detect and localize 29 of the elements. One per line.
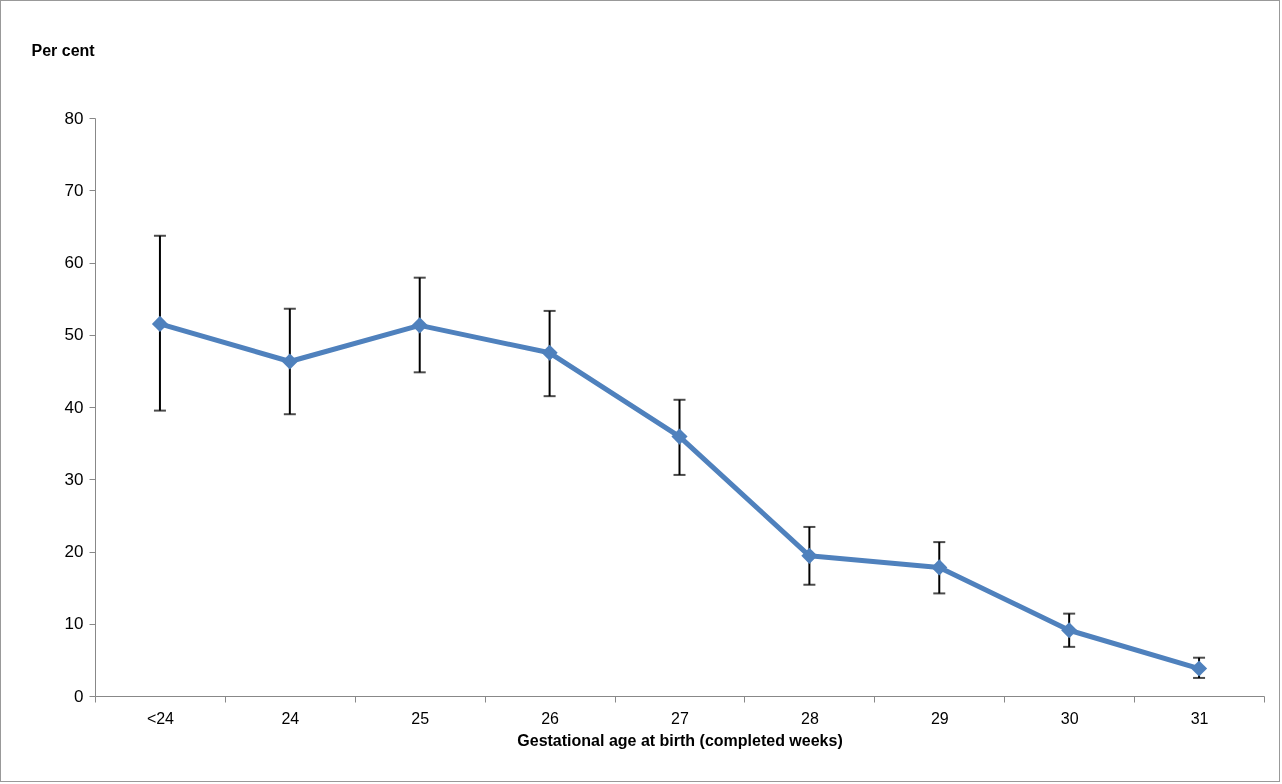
point xyxy=(1190,660,1208,677)
x-tick-label: 29 xyxy=(930,709,949,727)
y-tick-label: 60 xyxy=(64,253,84,272)
y-tick-label: 30 xyxy=(64,469,84,489)
point xyxy=(151,315,169,332)
y-tick-label: 0 xyxy=(74,686,84,706)
x-tick-label: 25 xyxy=(411,709,430,727)
x-tick-label: 30 xyxy=(1060,709,1079,727)
point xyxy=(541,344,558,361)
x-tick-label: 24 xyxy=(281,709,300,727)
x-axis-title: Gestational age at birth (completed weeks) xyxy=(517,731,843,749)
point xyxy=(931,559,948,576)
y-tick-label: 10 xyxy=(64,614,84,634)
x-tick-label: 26 xyxy=(541,709,560,727)
point xyxy=(1061,622,1078,639)
y-tick-label: 50 xyxy=(64,325,84,345)
y-axis-title: Per cent xyxy=(31,41,96,59)
y-tick-label: 80 xyxy=(64,108,84,128)
x-tick-label: 28 xyxy=(800,709,819,727)
x-tick-label: 31 xyxy=(1190,709,1209,727)
point xyxy=(801,547,818,564)
x-tick-label: <24 xyxy=(146,709,175,727)
y-tick-label: 70 xyxy=(64,180,84,200)
point xyxy=(411,317,428,334)
y-tick-label: 20 xyxy=(64,542,84,561)
point xyxy=(671,428,688,445)
point xyxy=(281,353,298,370)
x-tick-label: 27 xyxy=(671,709,689,727)
y-tick-label: 40 xyxy=(64,397,84,417)
